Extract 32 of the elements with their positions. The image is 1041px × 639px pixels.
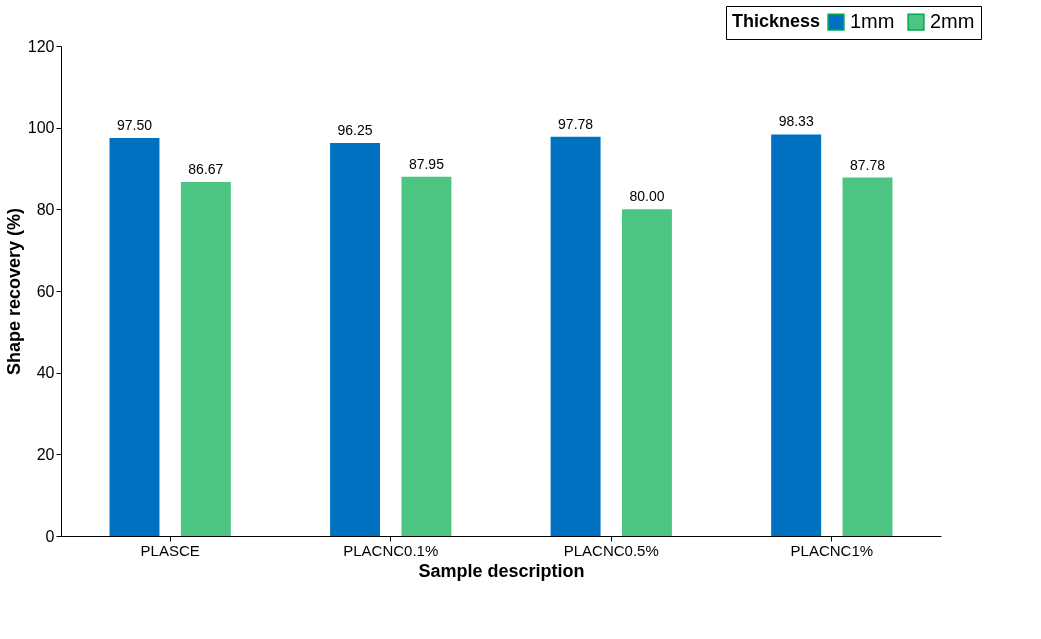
x-tick-label: PLACNC0.1%	[343, 541, 439, 559]
y-tick-label: 120	[27, 37, 55, 55]
y-tick-label: 0	[45, 527, 55, 545]
y-tick-label: 80	[36, 200, 55, 218]
y-axis-title: Shape recovery (%)	[3, 207, 24, 376]
legend-title: Thickness	[732, 11, 821, 31]
text: 97.78	[558, 115, 594, 132]
y-tick-label: 60	[36, 282, 55, 300]
bar	[180, 182, 231, 536]
text: 87.78	[849, 156, 886, 173]
y-tick-label: 20	[36, 445, 55, 463]
legend-label: 1mm	[850, 10, 895, 33]
x-axis-title: Sample description	[418, 560, 585, 581]
bar	[621, 209, 672, 536]
bar	[842, 177, 893, 536]
x-tick-label: PLACNC1%	[790, 541, 874, 559]
bar	[109, 137, 160, 536]
text: 87.95	[408, 155, 444, 172]
text: 98.33	[778, 113, 814, 130]
text: 80.00	[629, 188, 665, 205]
text: 86.67	[188, 161, 224, 178]
bar	[550, 136, 601, 536]
legend-label: 2mm	[930, 10, 975, 33]
y-tick-label: 100	[27, 119, 55, 137]
bar	[330, 142, 381, 536]
bar	[771, 134, 822, 536]
text: 96.25	[337, 121, 373, 138]
x-tick-label: PLASCE	[140, 541, 200, 559]
text: 97.50	[116, 116, 153, 133]
x-tick-label: PLACNC0.5%	[563, 541, 659, 559]
bar	[401, 176, 452, 536]
y-tick-label: 40	[36, 364, 55, 382]
